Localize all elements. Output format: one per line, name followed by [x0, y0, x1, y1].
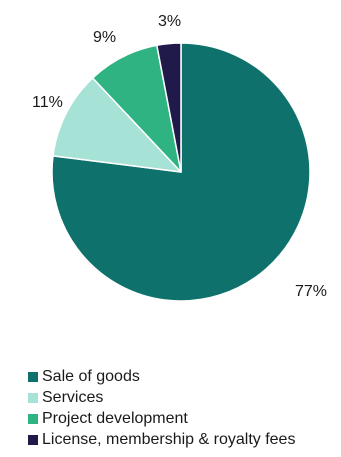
pie-slices — [51, 42, 311, 302]
legend-swatch — [28, 434, 38, 445]
legend-label: License, membership & royalty fees — [42, 431, 296, 448]
legend-label: Services — [42, 389, 104, 406]
legend-item: Sale of goods — [28, 366, 295, 387]
chart-legend: Sale of goods Services Project development… — [28, 366, 295, 450]
legend-swatch — [28, 413, 38, 424]
legend-swatch — [28, 392, 38, 403]
legend-label: Project development — [42, 410, 188, 427]
pie-data-label: 11% — [32, 94, 63, 111]
pie-slice-sale-of-goods — [51, 42, 311, 302]
pie-data-label: 77% — [295, 283, 327, 300]
legend-swatch — [28, 371, 38, 382]
pie-slice-license-membership-royalty-fees — [156, 42, 182, 173]
legend-item: License, membership & royalty fees — [28, 429, 295, 450]
pie-data-labels: 77% 11% 9% 3% — [32, 13, 327, 300]
pie-data-label: 3% — [158, 13, 181, 30]
pie-data-label: 9% — [93, 29, 116, 46]
pie-slice-services — [52, 77, 182, 173]
legend-item: Project development — [28, 408, 295, 429]
legend-item: Services — [28, 387, 295, 408]
legend-label: Sale of goods — [42, 368, 140, 385]
